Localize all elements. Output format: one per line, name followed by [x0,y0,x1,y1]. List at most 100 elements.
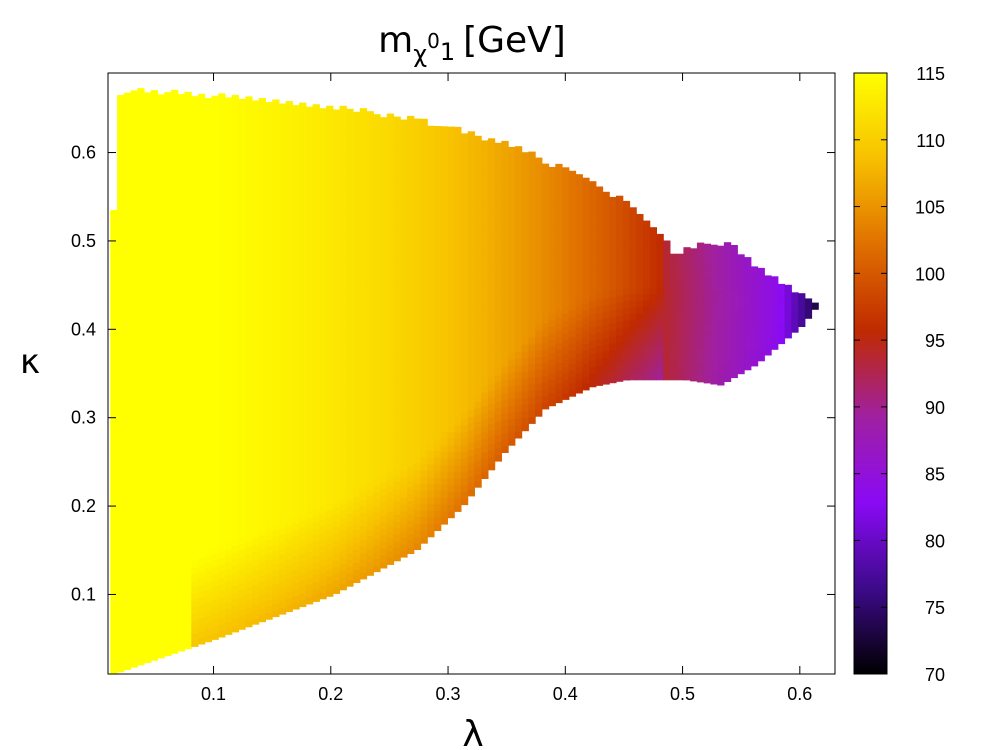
heatmap-cell [312,548,320,556]
heatmap-cell [225,183,233,191]
heatmap-cell [117,227,125,235]
heatmap-cell [164,357,172,365]
heatmap-cell [292,483,300,491]
heatmap-cell [427,139,435,147]
heatmap-cell [123,444,132,452]
heatmap-cell [407,401,415,409]
heatmap-cell [528,370,536,378]
heatmap-cell [299,341,307,349]
heatmap-cell [278,189,287,197]
heatmap-cell [265,400,273,408]
heatmap-cell [427,523,435,531]
heatmap-cell [245,414,253,422]
heatmap-cell [521,344,529,352]
heatmap-cell [305,279,314,287]
heatmap-cell [231,373,239,381]
heatmap-cell [191,116,199,124]
heatmap-cell [643,293,651,301]
heatmap-cell [177,279,186,287]
heatmap-cell [332,487,341,495]
heatmap-cell [548,246,556,254]
heatmap-cell [407,129,415,137]
heatmap-cell [110,448,118,456]
heatmap-cell [231,207,239,215]
heatmap-cell [393,255,401,263]
heatmap-cell [177,425,186,433]
heatmap-cell [137,432,145,440]
heatmap-cell [245,507,253,515]
heatmap-cell [130,136,138,144]
heatmap-cell [198,617,206,625]
heatmap-cell [231,479,239,487]
heatmap-cell [245,514,253,522]
heatmap-cell [467,303,475,311]
heatmap-cell [487,330,496,338]
heatmap-cell [373,352,381,360]
heatmap-cell [346,579,354,587]
heatmap-cell [312,170,320,178]
heatmap-cell [171,103,179,111]
heatmap-cell [541,329,550,337]
heatmap-cell [157,127,165,135]
heatmap-cell [568,256,577,265]
heatmap-cell [595,213,604,221]
heatmap-cell [164,184,172,193]
heatmap-cell [238,370,246,378]
heatmap-cell [373,445,381,453]
heatmap-cell [251,471,260,479]
heatmap-cell [231,578,239,586]
heatmap-cell [238,364,246,372]
heatmap-cell [474,454,482,462]
heatmap-cell [137,611,145,619]
heatmap-cell [427,457,435,465]
heatmap-cell [353,198,361,206]
heatmap-cell [137,306,145,314]
heatmap-cell [589,194,597,202]
heatmap-cell [218,106,226,114]
heatmap-cell [514,172,523,180]
heatmap-cell [535,329,543,338]
heatmap-cell [353,343,361,351]
heatmap-cell [346,460,354,468]
heatmap-cell [380,256,388,264]
heatmap-cell [144,543,152,551]
heatmap-cell [184,628,192,636]
heatmap-cell [299,487,307,495]
heatmap-cell [494,195,502,204]
heatmap-cell [184,277,192,285]
heatmap-cell [332,540,341,548]
heatmap-cell [380,117,388,125]
heatmap-cell [245,427,253,436]
heatmap-cell [305,332,314,340]
heatmap-cell [460,212,469,221]
heatmap-cell [508,392,516,400]
heatmap-cell [130,395,138,403]
heatmap-cell [272,145,280,154]
heatmap-cell [299,513,307,521]
heatmap-cell [622,227,631,235]
heatmap-cell [373,465,381,473]
heatmap-cell [231,486,239,494]
heatmap-cell [177,180,186,188]
heatmap-cell [231,419,239,427]
heatmap-cell [629,373,637,381]
heatmap-cell [373,485,381,493]
heatmap-cell [171,388,179,396]
heatmap-cell [474,162,482,170]
heatmap-cell [400,212,408,220]
heatmap-cell [299,374,307,382]
heatmap-cell [312,190,320,198]
heatmap-cell [494,454,502,462]
heatmap-cell [582,224,590,232]
heatmap-cell [332,474,341,482]
heatmap-cell [481,412,489,420]
heatmap-cell [211,142,219,150]
heatmap-cell [305,338,314,346]
heatmap-cell [359,141,368,149]
heatmap-cell [609,230,617,238]
heatmap-cell [359,459,368,467]
heatmap-cell [305,212,314,220]
heatmap-cell [508,352,516,360]
heatmap-cell [299,288,307,296]
heatmap-cell [494,162,502,170]
